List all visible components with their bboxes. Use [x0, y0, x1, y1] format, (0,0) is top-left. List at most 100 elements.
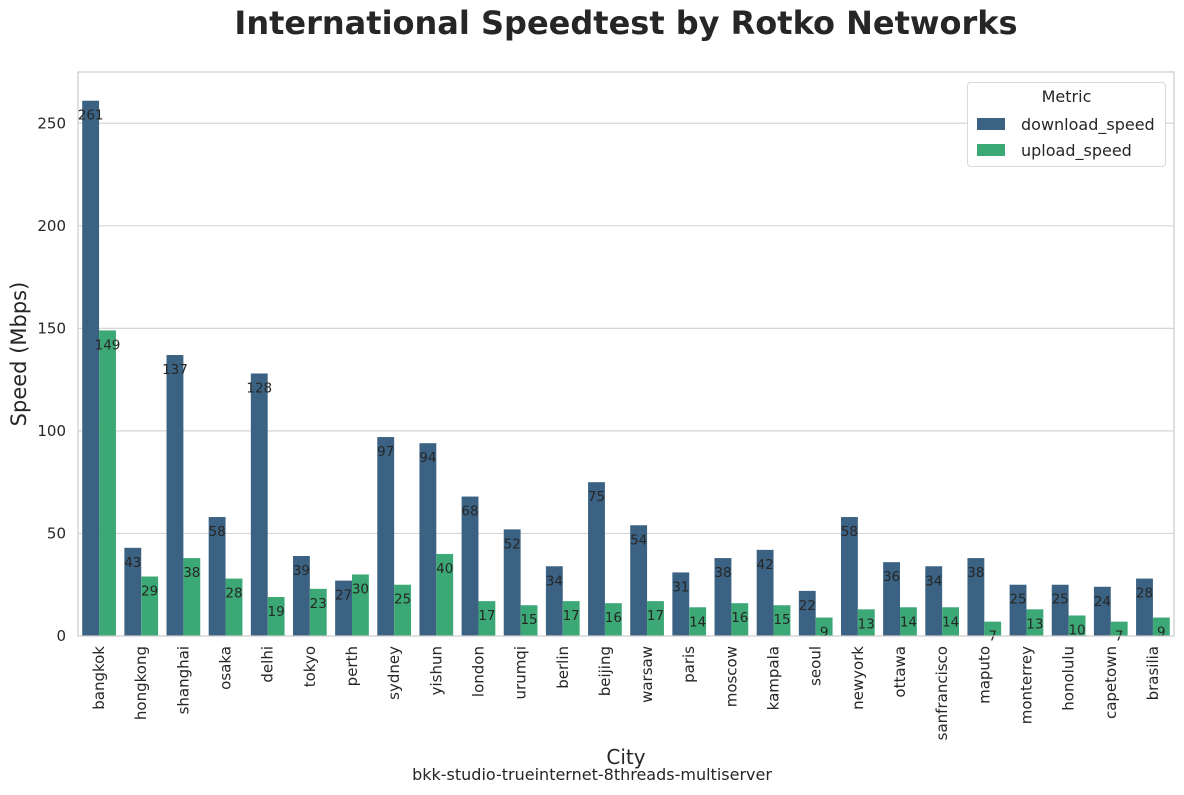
legend: Metric download_speed upload_speed — [967, 82, 1166, 167]
x-tick-label: brasilia — [1144, 646, 1162, 700]
data-label-upload-speed: 16 — [605, 610, 622, 626]
data-label-upload-speed: 23 — [310, 596, 327, 612]
data-label-download-speed: 28 — [1136, 586, 1153, 602]
data-label-download-speed: 43 — [124, 555, 141, 571]
x-tick-label: beijing — [596, 646, 614, 696]
x-tick-label: hongkong — [132, 646, 150, 720]
data-label-upload-speed: 14 — [942, 614, 959, 630]
data-label-download-speed: 261 — [78, 108, 104, 124]
x-tick-label: monterrey — [1017, 646, 1035, 724]
x-tick-label: yishun — [427, 646, 445, 695]
data-label-download-speed: 75 — [588, 489, 605, 505]
x-tick-label: seoul — [807, 646, 825, 686]
data-label-upload-speed: 15 — [520, 612, 537, 628]
data-label-download-speed: 39 — [293, 563, 310, 579]
x-tick-label: osaka — [217, 646, 235, 690]
data-label-download-speed: 36 — [883, 569, 900, 585]
legend-label-download: download_speed — [1021, 115, 1155, 134]
x-tick-label: moscow — [722, 646, 740, 707]
x-tick-label: newyork — [849, 646, 867, 710]
x-tick-label: shanghai — [174, 646, 192, 714]
x-tick-label: perth — [343, 646, 361, 686]
data-label-upload-speed: 7 — [1115, 629, 1124, 645]
data-label-download-speed: 52 — [504, 536, 521, 552]
bar-upload-speed — [99, 330, 116, 636]
x-tick-label: paris — [680, 646, 698, 683]
data-label-upload-speed: 16 — [731, 610, 748, 626]
x-tick-label: sanfrancisco — [933, 646, 951, 740]
data-label-download-speed: 34 — [925, 573, 942, 589]
data-label-upload-speed: 13 — [1026, 616, 1043, 632]
data-label-upload-speed: 7 — [988, 629, 997, 645]
data-label-download-speed: 22 — [799, 598, 816, 614]
data-label-upload-speed: 14 — [689, 614, 706, 630]
data-label-download-speed: 31 — [672, 579, 689, 595]
bar-download-speed — [82, 101, 99, 636]
x-tick-label: sydney — [385, 646, 403, 700]
legend-item-download: download_speed — [977, 114, 1155, 134]
y-tick-label: 150 — [37, 319, 66, 337]
data-label-upload-speed: 9 — [820, 625, 829, 641]
y-tick-label: 200 — [37, 217, 66, 235]
data-label-download-speed: 24 — [1094, 594, 1111, 610]
data-label-download-speed: 38 — [714, 565, 731, 581]
legend-label-upload: upload_speed — [1021, 141, 1132, 160]
data-label-download-speed: 54 — [630, 532, 647, 548]
data-label-download-speed: 38 — [967, 565, 984, 581]
x-tick-label: maputo — [975, 646, 993, 704]
x-tick-label: kampala — [765, 646, 783, 710]
x-tick-label: london — [469, 646, 487, 697]
data-label-upload-speed: 19 — [268, 604, 285, 620]
data-label-download-speed: 68 — [461, 504, 478, 520]
data-label-upload-speed: 17 — [647, 608, 664, 624]
data-label-download-speed: 137 — [162, 362, 188, 378]
bar-download-speed — [251, 373, 268, 636]
data-label-download-speed: 42 — [757, 557, 774, 573]
x-tick-label: honolulu — [1060, 646, 1078, 711]
data-label-upload-speed: 17 — [563, 608, 580, 624]
x-tick-label: capetown — [1102, 646, 1120, 719]
y-tick-label: 250 — [37, 114, 66, 132]
data-label-upload-speed: 30 — [352, 581, 369, 597]
bar-download-speed — [419, 443, 436, 636]
data-label-upload-speed: 15 — [773, 612, 790, 628]
legend-title: Metric — [968, 87, 1165, 106]
x-tick-label: urumqi — [512, 646, 530, 699]
data-label-upload-speed: 14 — [900, 614, 917, 630]
data-label-upload-speed: 29 — [141, 584, 158, 600]
data-label-upload-speed: 40 — [436, 561, 453, 577]
legend-swatch-download — [977, 118, 1005, 130]
data-label-download-speed: 58 — [841, 524, 858, 540]
data-label-download-speed: 58 — [209, 524, 226, 540]
bar-download-speed — [167, 355, 184, 636]
bar-download-speed — [377, 437, 394, 636]
data-label-download-speed: 25 — [1009, 592, 1026, 608]
legend-item-upload: upload_speed — [977, 140, 1132, 160]
x-tick-label: bangkok — [90, 646, 108, 710]
data-label-upload-speed: 149 — [95, 337, 121, 353]
x-tick-label: tokyo — [301, 646, 319, 687]
data-label-upload-speed: 13 — [858, 616, 875, 632]
x-tick-label: warsaw — [638, 646, 656, 703]
data-label-upload-speed: 9 — [1157, 625, 1166, 641]
data-label-upload-speed: 17 — [478, 608, 495, 624]
x-tick-label: delhi — [259, 646, 277, 683]
x-tick-label: ottawa — [891, 646, 909, 698]
data-label-download-speed: 27 — [335, 588, 352, 604]
y-tick-label: 50 — [47, 524, 66, 542]
y-tick-label: 0 — [56, 627, 66, 645]
x-tick-label: berlin — [554, 646, 572, 689]
data-label-upload-speed: 28 — [225, 586, 242, 602]
bar-download-speed — [588, 482, 605, 636]
y-axis-label: Speed (Mbps) — [7, 282, 31, 427]
data-label-upload-speed: 38 — [183, 565, 200, 581]
data-label-download-speed: 128 — [246, 380, 272, 396]
data-label-download-speed: 94 — [419, 450, 436, 466]
data-label-download-speed: 34 — [546, 573, 563, 589]
chart-caption: bkk-studio-trueinternet-8threads-multise… — [0, 765, 1184, 784]
data-label-download-speed: 25 — [1052, 592, 1069, 608]
data-label-upload-speed: 25 — [394, 592, 411, 608]
data-label-download-speed: 97 — [377, 444, 394, 460]
legend-swatch-upload — [977, 144, 1005, 156]
y-tick-label: 100 — [37, 422, 66, 440]
